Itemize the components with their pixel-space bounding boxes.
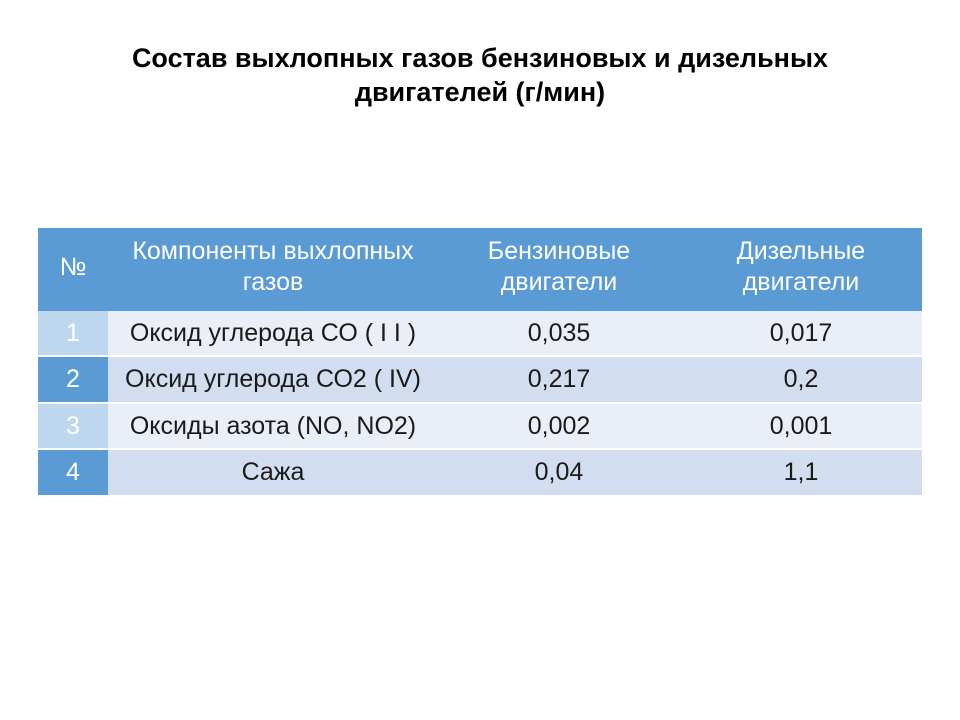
table-row: 3 Оксиды азота (NO, NO2) 0,002 0,001 [38,403,922,450]
cell-num: 1 [38,311,108,357]
cell-petrol: 0,002 [438,403,680,450]
th-component: Компоненты выхлопных газов [108,228,438,311]
cell-component: Оксид углерода СО ( I I ) [108,311,438,357]
cell-petrol: 0,217 [438,356,680,403]
cell-component: Оксид углерода СО2 ( IV) [108,356,438,403]
table-header-row: № Компоненты выхлопных газов Бензиновые … [38,228,922,311]
cell-petrol: 0,04 [438,449,680,495]
slide: Состав выхлопных газов бензиновых и дизе… [0,0,960,720]
cell-diesel: 0,2 [680,356,922,403]
table-row: 1 Оксид углерода СО ( I I ) 0,035 0,017 [38,311,922,357]
cell-num: 2 [38,356,108,403]
page-title: Состав выхлопных газов бензиновых и дизе… [60,42,900,110]
table-row: 2 Оксид углерода СО2 ( IV) 0,217 0,2 [38,356,922,403]
cell-diesel: 0,017 [680,311,922,357]
exhaust-table: № Компоненты выхлопных газов Бензиновые … [38,228,922,495]
th-petrol: Бензиновые двигатели [438,228,680,311]
cell-petrol: 0,035 [438,311,680,357]
th-num: № [38,228,108,311]
cell-component: Сажа [108,449,438,495]
cell-num: 4 [38,449,108,495]
cell-diesel: 0,001 [680,403,922,450]
th-diesel: Дизельные двигатели [680,228,922,311]
cell-num: 3 [38,403,108,450]
cell-component: Оксиды азота (NO, NO2) [108,403,438,450]
cell-diesel: 1,1 [680,449,922,495]
table-row: 4 Сажа 0,04 1,1 [38,449,922,495]
